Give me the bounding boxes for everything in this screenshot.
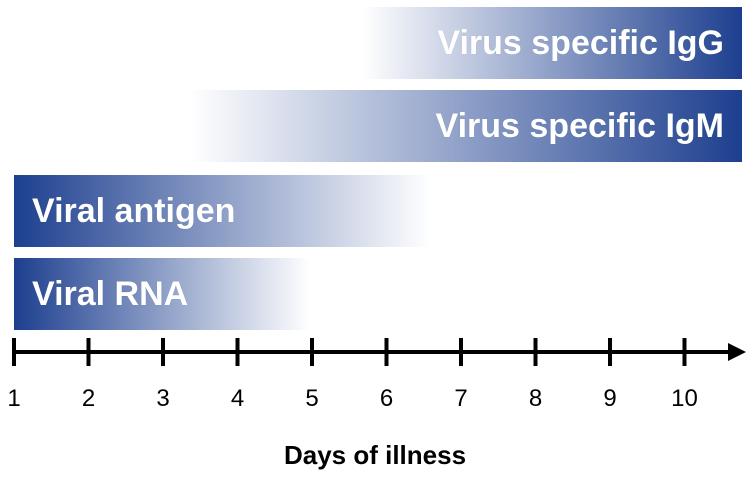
axis-title: Days of illness	[283, 440, 467, 470]
viral-rna-label: Viral RNA	[32, 274, 189, 313]
igm-label: Virus specific IgM	[435, 106, 724, 145]
viral-antigen-label: Viral antigen	[32, 191, 236, 230]
viral-antigen-bar: Viral antigen	[14, 175, 430, 247]
axis-tick-label-4: 4	[231, 385, 244, 412]
axis-tick-label-8: 8	[529, 385, 542, 412]
igg-label: Virus specific IgG	[437, 23, 724, 62]
axis-arrowhead	[728, 343, 746, 361]
axis-ticks: 1 2 3 4 5 6 7 8 9 10	[7, 338, 698, 412]
igm-bar: Virus specific IgM	[190, 90, 742, 162]
axis-tick-label-2: 2	[82, 385, 95, 412]
igg-bar: Virus specific IgG	[362, 7, 742, 79]
axis-tick-label-1: 1	[7, 385, 20, 412]
axis-tick-label-5: 5	[305, 385, 318, 412]
axis-tick-label-6: 6	[380, 385, 393, 412]
axis-tick-label-7: 7	[454, 385, 467, 412]
axis-tick-label-3: 3	[156, 385, 169, 412]
days-axis: 1 2 3 4 5 6 7 8 9 10	[7, 338, 746, 412]
axis-tick-label-9: 9	[603, 385, 616, 412]
axis-tick-label-10: 10	[671, 385, 698, 412]
viral-rna-bar: Viral RNA	[14, 258, 310, 330]
